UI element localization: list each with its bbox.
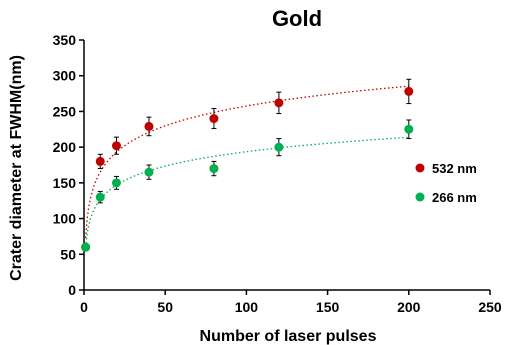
legend: 532 nm 266 nm bbox=[415, 161, 477, 205]
legend-label-series-1: 532 nm bbox=[432, 161, 477, 176]
y-tick-label: 250 bbox=[53, 103, 77, 119]
y-axis-label: Crater diameter at FWHM(nm) bbox=[8, 55, 25, 281]
x-tick-label: 0 bbox=[80, 299, 88, 315]
data-point-series-1 bbox=[209, 114, 219, 124]
x-axis-ticks: 0 50 100 150 200 250 bbox=[80, 290, 502, 315]
data-point-series-2 bbox=[274, 142, 284, 152]
x-tick-label: 200 bbox=[397, 299, 421, 315]
y-tick-label: 200 bbox=[53, 139, 77, 155]
y-tick-label: 300 bbox=[53, 68, 77, 84]
data-point-series-2 bbox=[111, 178, 121, 188]
data-point-series-2 bbox=[144, 167, 154, 177]
x-axis-label: Number of laser pulses bbox=[200, 328, 377, 345]
trendline-series-2 bbox=[84, 136, 409, 248]
legend-marker-series-2 bbox=[415, 192, 425, 202]
data-point-series-1 bbox=[274, 98, 284, 108]
data-point-series-2 bbox=[209, 164, 219, 174]
y-tick-label: 350 bbox=[53, 32, 77, 48]
y-tick-label: 150 bbox=[53, 175, 77, 191]
x-tick-label: 150 bbox=[316, 299, 340, 315]
x-tick-label: 100 bbox=[235, 299, 259, 315]
legend-label-series-2: 266 nm bbox=[432, 190, 477, 205]
trendline-series-1 bbox=[84, 85, 409, 238]
data-points bbox=[81, 78, 414, 252]
data-point-series-1 bbox=[144, 121, 154, 131]
y-tick-label: 0 bbox=[68, 282, 76, 298]
data-point-series-1 bbox=[95, 156, 105, 166]
data-point-series-2 bbox=[95, 192, 105, 202]
data-point-series-1 bbox=[111, 141, 121, 151]
y-tick-label: 100 bbox=[53, 211, 77, 227]
legend-marker-series-1 bbox=[415, 163, 425, 173]
chart-title: Gold bbox=[272, 6, 322, 31]
trendlines bbox=[84, 85, 409, 248]
x-tick-label: 50 bbox=[157, 299, 173, 315]
y-tick-label: 50 bbox=[60, 246, 76, 262]
x-tick-label: 250 bbox=[478, 299, 502, 315]
data-point-series-2 bbox=[81, 242, 91, 252]
data-point-series-2 bbox=[404, 124, 414, 134]
data-point-series-1 bbox=[404, 86, 414, 96]
y-axis-ticks: 0 50 100 150 200 250 300 350 bbox=[53, 32, 84, 298]
